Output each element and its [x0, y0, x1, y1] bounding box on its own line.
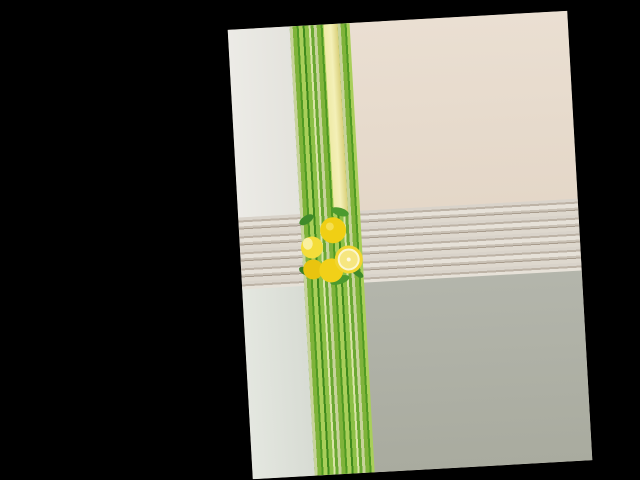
whole-lemon [320, 217, 347, 244]
lemon-slice [334, 245, 363, 274]
lemon-cluster [296, 203, 367, 291]
leaf [330, 275, 350, 285]
whole-lemon [303, 259, 324, 280]
leaf [299, 214, 314, 226]
leaf [331, 207, 349, 217]
bottom-right-panel [361, 260, 593, 473]
lemon-cluster-graphic [298, 207, 364, 285]
lemon-highlight [325, 222, 334, 231]
rotated-photo [227, 10, 593, 480]
top-right-panel [337, 10, 578, 214]
lemon-highlight [302, 237, 313, 250]
whole-lemon [300, 236, 323, 259]
lemon-slice-center [346, 257, 351, 262]
